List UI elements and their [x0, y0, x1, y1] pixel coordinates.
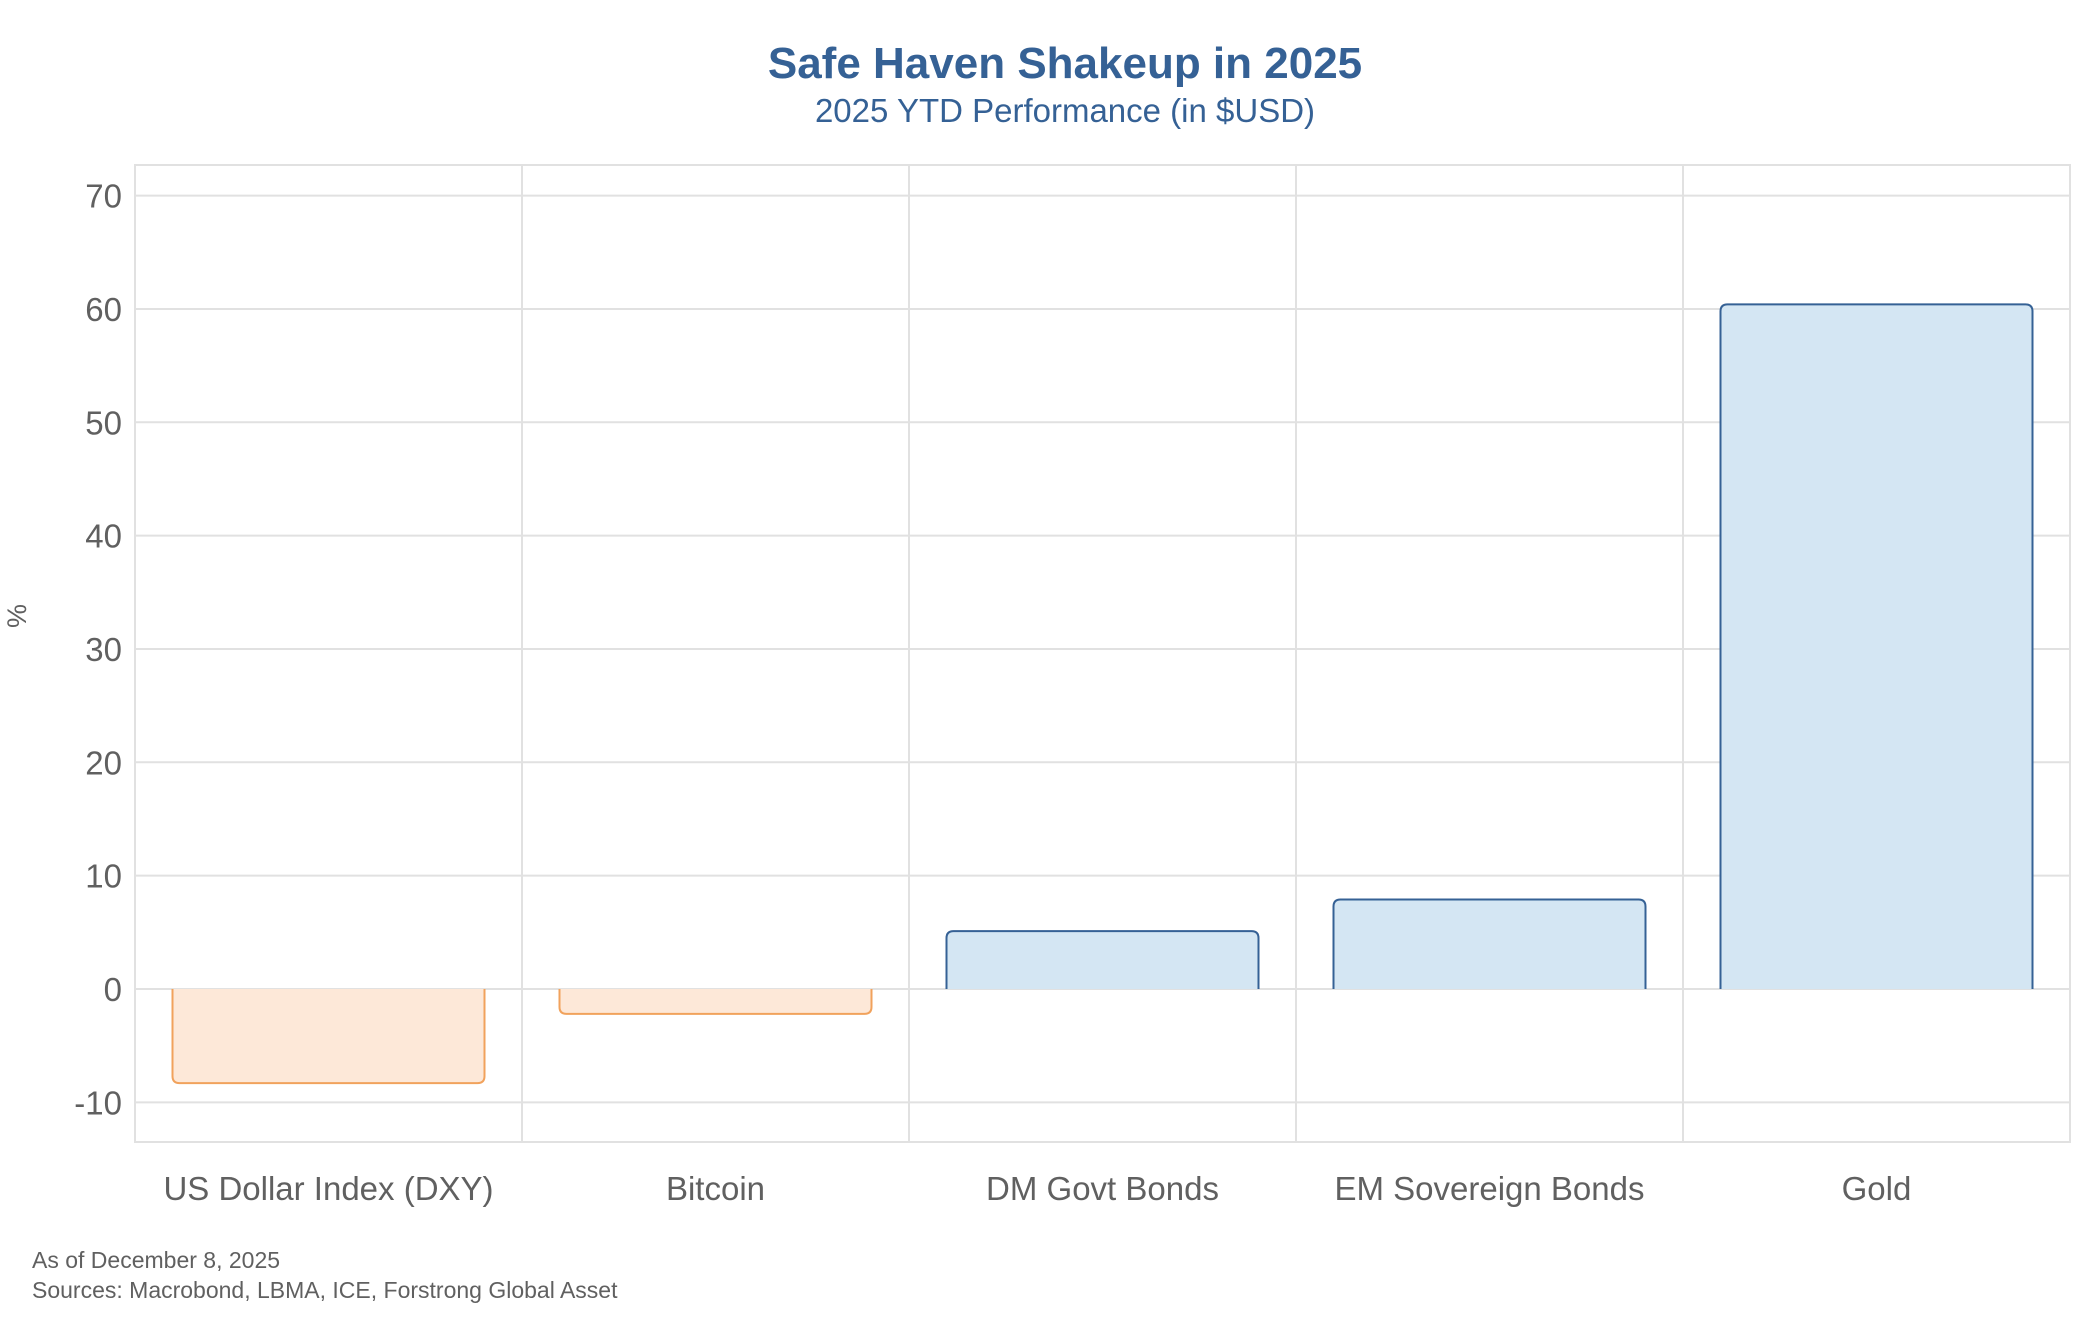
y-axis-label: % — [2, 604, 32, 628]
bar-em-sovereign-bonds — [1332, 898, 1647, 989]
y-tick-label: 20 — [85, 744, 122, 781]
x-category-label: Bitcoin — [666, 1170, 765, 1207]
chart-subtitle: 2025 YTD Performance (in $USD) — [815, 92, 1315, 129]
bars — [171, 303, 2034, 1085]
x-category-label: DM Govt Bonds — [986, 1170, 1219, 1207]
plot-frame — [134, 164, 2071, 1143]
y-tick-label: 30 — [85, 631, 122, 668]
y-tick-label: -10 — [74, 1084, 122, 1121]
y-axis-ticks: 70 60 50 40 30 20 10 0 -10 — [74, 178, 122, 1122]
chart-title: Safe Haven Shakeup in 2025 — [768, 39, 1362, 88]
bar-bitcoin — [558, 988, 873, 1015]
date-note: As of December 8, 2025 — [32, 1247, 280, 1273]
y-tick-label: 50 — [85, 404, 122, 441]
bar-us-dollar-index-dxy — [171, 988, 486, 1085]
y-tick-label: 60 — [85, 291, 122, 328]
y-tick-label: 10 — [85, 858, 122, 895]
bar-gold — [1719, 303, 2034, 989]
x-axis-categories: US Dollar Index (DXY) Bitcoin DM Govt Bond… — [163, 1170, 1911, 1207]
x-category-label: EM Sovereign Bonds — [1334, 1170, 1644, 1207]
y-tick-label: 70 — [85, 178, 122, 215]
y-tick-label: 0 — [104, 971, 122, 1008]
x-category-label: Gold — [1842, 1170, 1912, 1207]
bar-dm-govt-bonds — [945, 930, 1260, 989]
sources-note: Sources: Macrobond, LBMA, ICE, Forstrong… — [32, 1277, 618, 1303]
y-tick-label: 40 — [85, 518, 122, 555]
x-category-label: US Dollar Index (DXY) — [163, 1170, 493, 1207]
